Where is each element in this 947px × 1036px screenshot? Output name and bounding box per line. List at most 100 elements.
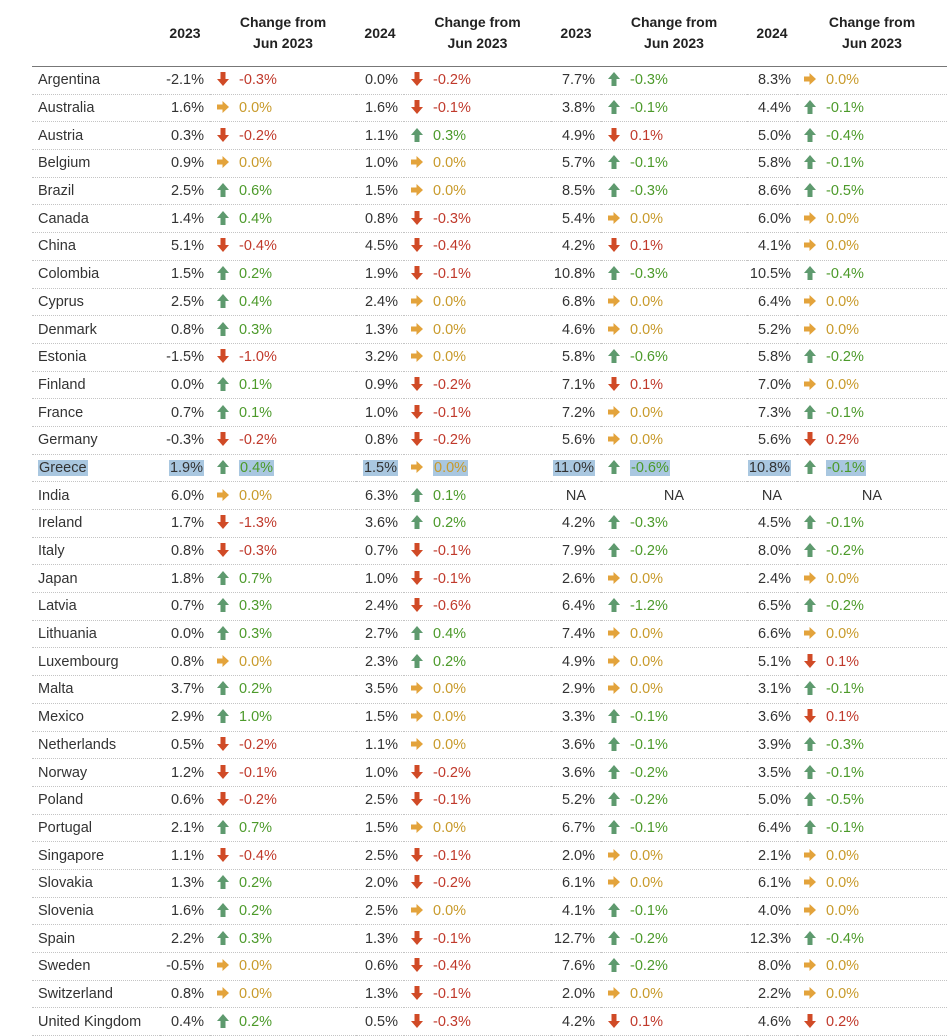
orange-right-arrow-icon xyxy=(803,625,817,641)
change-cell: 0.4% xyxy=(404,620,551,649)
change-value: 0.3% xyxy=(239,626,273,643)
green-up-arrow-icon xyxy=(216,597,230,613)
header-row: 2023 Change from Jun 2023 2024 Change fro… xyxy=(32,0,947,67)
green-up-arrow-icon xyxy=(410,514,424,530)
change-cell: 0.0% xyxy=(404,454,551,483)
red-down-arrow-icon xyxy=(216,542,230,558)
country-name: Portugal xyxy=(38,819,93,836)
value-cell: 2.4% xyxy=(747,564,797,594)
change-value: 0.3% xyxy=(239,321,273,338)
value-cell: 6.6% xyxy=(747,620,797,649)
change-cell: -0.3% xyxy=(601,177,747,206)
value-cell: 6.0% xyxy=(747,204,797,234)
change-cell: -0.2% xyxy=(797,537,947,566)
change-value: 0.0% xyxy=(630,875,664,892)
orange-right-arrow-icon xyxy=(410,708,424,724)
change-value: -0.2% xyxy=(433,432,471,449)
country-name: Argentina xyxy=(38,72,101,89)
green-up-arrow-icon xyxy=(607,930,621,946)
value-cell: -2.1% xyxy=(160,66,210,95)
value-cell: 2.2% xyxy=(160,924,210,953)
country-name: Mexico xyxy=(38,709,84,726)
value-cell: 0.8% xyxy=(356,426,404,455)
forecast-value: 8.3% xyxy=(757,72,791,89)
change-value: 0.1% xyxy=(630,1013,664,1030)
change-value: NA xyxy=(663,487,685,504)
change-cell: 0.0% xyxy=(797,288,947,317)
value-cell: 1.0% xyxy=(356,398,404,427)
value-cell: 6.0% xyxy=(160,481,210,510)
forecast-value: 8.0% xyxy=(757,543,791,560)
value-cell: 3.8% xyxy=(551,94,601,123)
forecast-value: 6.7% xyxy=(561,819,595,836)
column-header-text: 2023 xyxy=(169,24,201,41)
forecast-value: 1.6% xyxy=(170,902,204,919)
change-value: 0.0% xyxy=(433,183,467,200)
country-cell: Japan xyxy=(32,564,160,594)
forecast-value: 6.1% xyxy=(757,875,791,892)
change-value: 0.0% xyxy=(433,155,467,172)
column-header-text: Jun 2023 xyxy=(842,35,902,51)
change-value: -0.3% xyxy=(433,210,471,227)
country-cell: Argentina xyxy=(32,66,160,95)
value-cell: 4.1% xyxy=(551,897,601,926)
forecast-value: 5.7% xyxy=(561,155,595,172)
table-row: Switzerland 0.8% 0.0% 1.3% -0.1% 2.0% 0.0% 2.2%… xyxy=(32,980,947,1009)
table-row: India 6.0% 0.0% 6.3% 0.1% NA NA NA NA xyxy=(32,481,947,510)
table-row: Austria 0.3% -0.2% 1.1% 0.3% 4.9% 0.1% 5.0% -0.4… xyxy=(32,121,947,151)
forecast-value: 1.1% xyxy=(364,127,398,144)
change-cell: 0.0% xyxy=(601,398,747,427)
forecast-value: 12.7% xyxy=(553,930,595,947)
value-cell: 1.0% xyxy=(356,758,404,787)
table-row: Sweden -0.5% 0.0% 0.6% -0.4% 7.6% -0.2% 8.0% 0.0… xyxy=(32,952,947,981)
value-cell: 6.1% xyxy=(551,869,601,898)
change-value: 0.2% xyxy=(826,432,860,449)
change-value: -0.2% xyxy=(433,875,471,892)
red-down-arrow-icon xyxy=(410,265,424,281)
value-cell: 1.4% xyxy=(160,204,210,234)
change-cell: 0.0% xyxy=(404,675,551,704)
table-row: Singapore 1.1% -0.4% 2.5% -0.1% 2.0% 0.0% 2.1% 0… xyxy=(32,841,947,870)
change-value: 0.2% xyxy=(239,875,273,892)
value-cell: 0.7% xyxy=(356,537,404,566)
change-value: 0.0% xyxy=(826,72,860,89)
value-cell: 3.9% xyxy=(747,731,797,760)
change-cell: -0.4% xyxy=(404,952,551,981)
change-cell: 0.0% xyxy=(404,703,551,732)
change-value: 0.0% xyxy=(826,210,860,227)
orange-right-arrow-icon xyxy=(216,985,230,1001)
forecast-value: 2.5% xyxy=(364,792,398,809)
red-down-arrow-icon xyxy=(216,847,230,863)
change-value: 0.0% xyxy=(239,653,273,670)
change-cell: 0.0% xyxy=(210,149,356,178)
value-cell: 3.5% xyxy=(747,758,797,787)
value-cell: 2.5% xyxy=(160,288,210,317)
change-cell: -0.2% xyxy=(601,924,747,953)
forecast-value: 0.8% xyxy=(170,986,204,1003)
change-value: -1.3% xyxy=(239,515,277,532)
orange-right-arrow-icon xyxy=(803,874,817,890)
change-cell: 0.0% xyxy=(210,647,356,677)
table-row: Portugal 2.1% 0.7% 1.5% 0.0% 6.7% -0.1% 6.4% -0.… xyxy=(32,814,947,843)
change-value: 0.0% xyxy=(630,847,664,864)
forecast-value: 2.9% xyxy=(561,681,595,698)
forecast-value: 0.6% xyxy=(170,792,204,809)
value-cell: 2.0% xyxy=(356,869,404,898)
red-down-arrow-icon xyxy=(410,874,424,890)
forecast-value: 1.6% xyxy=(170,100,204,117)
value-cell: 7.2% xyxy=(551,398,601,427)
change-value: -0.1% xyxy=(433,847,471,864)
forecast-value: 2.9% xyxy=(170,709,204,726)
change-value: -0.1% xyxy=(433,986,471,1003)
value-cell: 4.4% xyxy=(747,94,797,123)
change-value: 1.0% xyxy=(239,709,273,726)
value-cell: 0.4% xyxy=(160,1007,210,1036)
orange-right-arrow-icon xyxy=(410,459,424,475)
country-cell: Finland xyxy=(32,371,160,400)
forecast-value: 1.0% xyxy=(364,155,398,172)
change-value: -0.1% xyxy=(826,100,864,117)
value-cell: 8.0% xyxy=(747,537,797,566)
change-cell: 0.1% xyxy=(601,121,747,151)
orange-right-arrow-icon xyxy=(607,210,621,226)
change-cell: -0.1% xyxy=(797,509,947,538)
